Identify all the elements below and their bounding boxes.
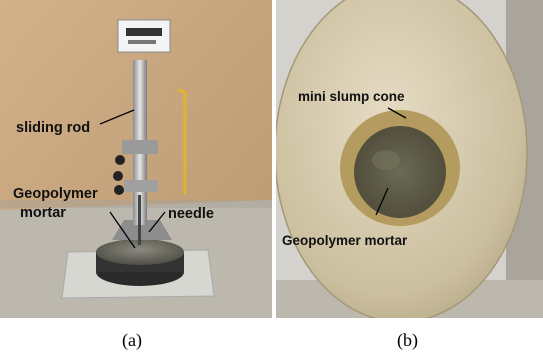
caption-b: (b) — [397, 330, 418, 350]
label-geopolymer-line1: Geopolymer — [13, 186, 98, 202]
photo-panel-a: sliding rod Geopolymer mortar needle — [0, 0, 272, 318]
mini-slump-spread-photo: mini slump cone Geopolymer mortar — [276, 0, 543, 318]
label-needle: needle — [168, 206, 214, 222]
vicat-apparatus-photo: sliding rod Geopolymer mortar needle — [0, 0, 272, 318]
label-geopolymer-line2: mortar — [20, 205, 66, 221]
caption-a: (a) — [122, 330, 142, 350]
photo-panel-b: mini slump cone Geopolymer mortar — [276, 0, 543, 318]
label-geopolymer-mortar: Geopolymer mortar — [282, 233, 408, 248]
label-sliding-rod: sliding rod — [16, 120, 90, 136]
label-mini-slump-cone: mini slump cone — [298, 89, 405, 104]
